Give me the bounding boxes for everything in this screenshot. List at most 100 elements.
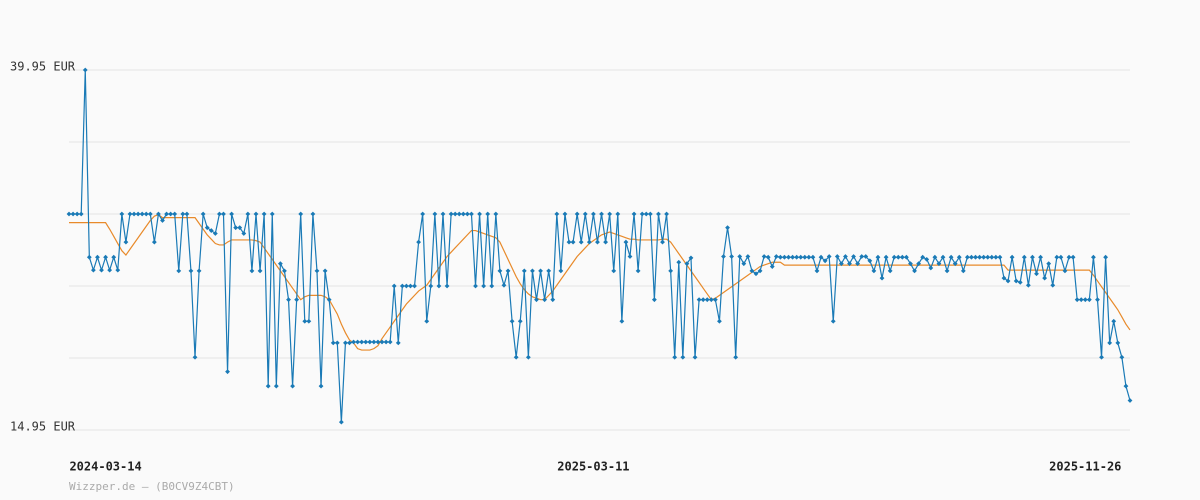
data-point [456, 211, 462, 217]
data-point [745, 254, 751, 259]
data-point [1009, 254, 1015, 260]
data-point [973, 254, 978, 260]
data-point [237, 225, 243, 231]
data-point [501, 282, 507, 288]
data-point [1082, 297, 1088, 303]
data-point [651, 297, 657, 303]
data-point [668, 268, 674, 274]
data-point [1103, 254, 1109, 260]
data-point [245, 211, 251, 217]
data-point [347, 340, 352, 346]
data-point [78, 211, 84, 217]
data-point [1091, 254, 1096, 260]
data-point [826, 254, 832, 259]
data-point [981, 254, 987, 260]
data-point [131, 211, 137, 217]
x-tick-label: 2025-11-26 [1049, 460, 1121, 474]
data-point [86, 254, 92, 260]
data-point [1013, 278, 1019, 284]
x-tick-label: 2025-03-11 [557, 460, 629, 474]
data-point [115, 267, 121, 273]
data-point [883, 254, 889, 260]
data-point [310, 211, 316, 217]
data-point [1046, 261, 1052, 267]
data-point [412, 283, 417, 289]
data-point [1030, 254, 1035, 260]
data-point [712, 297, 718, 303]
data-point [761, 254, 767, 259]
data-point [103, 254, 108, 260]
data-point [1123, 383, 1129, 389]
series-line [69, 69, 1131, 423]
data-point [261, 211, 267, 217]
data-point [838, 261, 844, 267]
data-point [830, 318, 836, 324]
data-point [847, 261, 852, 267]
data-point [273, 383, 279, 389]
data-point [769, 264, 775, 269]
data-point [469, 211, 474, 217]
data-point [586, 239, 592, 245]
data-point [904, 254, 909, 260]
data-point [550, 297, 556, 303]
data-point [721, 254, 726, 259]
data-point [1062, 268, 1068, 274]
data-point [1001, 275, 1007, 281]
data-point [298, 211, 304, 217]
data-point [895, 254, 901, 260]
data-point [399, 283, 405, 289]
data-point [379, 339, 385, 345]
data-point [221, 211, 226, 217]
data-point [66, 211, 72, 217]
data-point [521, 268, 527, 274]
data-point [940, 254, 946, 260]
data-point [257, 268, 263, 274]
data-point [513, 354, 519, 360]
data-point [692, 354, 698, 360]
data-point [1107, 340, 1113, 346]
data-point [704, 297, 710, 303]
data-point [200, 211, 206, 217]
data-point [371, 339, 377, 345]
data-point [180, 211, 186, 217]
data-point [603, 239, 608, 245]
data-point [282, 268, 287, 274]
data-point [517, 318, 523, 324]
data-point [814, 268, 820, 274]
data-point [489, 283, 495, 289]
data-point [615, 211, 621, 217]
data-point [997, 254, 1003, 260]
data-point [639, 211, 645, 217]
data-point [733, 354, 739, 360]
data-point [383, 339, 389, 345]
data-point [286, 297, 291, 303]
data-point [672, 354, 678, 360]
data-point [290, 383, 295, 389]
y-tick-label: 39.95 EUR [10, 60, 76, 74]
data-point [688, 255, 694, 261]
data-point [493, 211, 499, 217]
data-point [1095, 297, 1100, 303]
data-point [591, 211, 596, 217]
data-point [1050, 282, 1056, 288]
data-point [1066, 254, 1072, 260]
data-point [611, 268, 617, 274]
data-point [582, 211, 588, 217]
data-point [859, 254, 865, 259]
data-point [599, 211, 604, 217]
data-point [306, 318, 312, 324]
data-point [404, 283, 409, 289]
data-point [147, 211, 153, 217]
data-point [566, 239, 572, 245]
data-point [464, 211, 470, 217]
data-point [326, 297, 332, 303]
data-point [656, 211, 661, 217]
data-point [948, 254, 954, 260]
data-point [387, 339, 393, 345]
data-point [834, 254, 840, 259]
data-point [891, 254, 897, 260]
data-point [1042, 275, 1048, 281]
data-point [420, 211, 426, 217]
data-point [534, 297, 539, 303]
